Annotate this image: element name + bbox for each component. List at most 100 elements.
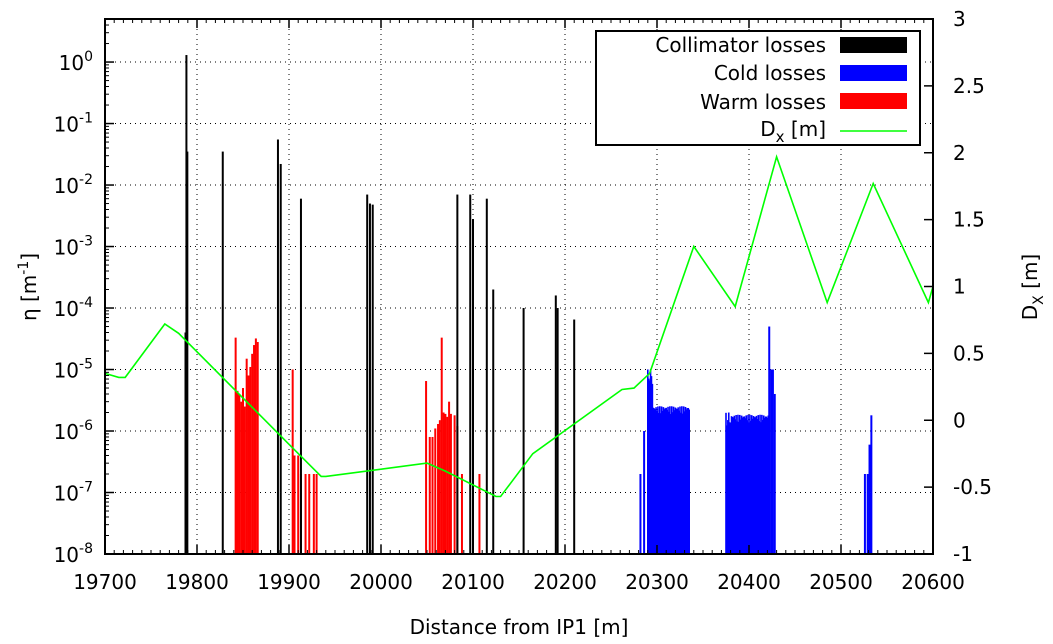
y-tick-label: 10-4 [54,295,94,321]
x-tick-label: 19900 [257,570,321,594]
loss-bar [291,369,294,554]
legend-label-warm: Warm losses [700,90,826,114]
loss-bar [442,412,445,554]
loss-bar [670,414,672,554]
loss-bar [425,381,428,554]
loss-bar [750,420,752,554]
loss-bar [752,415,755,554]
loss-bar [671,412,674,554]
loss-bar [736,421,738,554]
loss-bar [652,407,655,554]
loss-bar [870,415,873,554]
loss-bar [449,413,452,554]
loss-bar [754,417,757,554]
loss-bar [866,473,869,554]
loss-bar [768,326,771,554]
loss-bar [293,455,296,554]
x-axis-label: Distance from IP1 [m] [410,615,629,639]
y2-tick-label: 0 [953,408,966,432]
y-tick-label: 10-8 [54,541,93,567]
loss-bar [256,342,259,554]
loss-bar [761,414,763,554]
loss-bar [746,420,748,554]
dispersion-line [104,154,934,498]
loss-bar [656,410,658,554]
y2-tick-label: -0.5 [953,475,992,499]
loss-bar [456,194,459,554]
loss-bar [573,319,576,554]
loss-bar [243,406,246,554]
loss-bar [472,219,474,555]
loss-bar [279,163,282,554]
loss-bar [662,407,665,554]
loss-bar [737,414,739,554]
loss-bar [672,406,675,554]
loss-bar [428,436,431,554]
y2-tick-label: 1 [953,275,966,299]
loss-bar [771,369,774,554]
loss-bar [665,407,667,554]
loss-bar [297,455,300,554]
y-tick-label: 10-7 [54,480,93,506]
loss-bar [753,417,756,554]
loss-bar [863,473,866,554]
loss-bar [730,416,733,554]
loss-bar [659,413,662,554]
loss-bar [681,413,684,554]
loss-bar [254,338,257,554]
loss-bar [868,444,871,554]
loss-bar [760,422,762,554]
loss-bar [745,415,748,554]
loss-bar [446,416,449,554]
loss-bar [738,421,740,554]
loss-bar [684,406,687,554]
loss-bar [677,407,679,554]
loss-bar [554,295,557,554]
loss-bar [742,416,745,554]
cold-loss-bars [639,326,873,554]
x-tick-label: 20000 [349,570,413,594]
y-tick-label: 10-5 [54,357,93,383]
loss-bar [739,419,742,554]
loss-bar [682,406,685,554]
loss-bar [366,194,369,554]
warm-loss-bars [234,337,481,554]
loss-bar [276,139,279,554]
loss-bar [438,420,441,554]
x-tick-label: 19700 [73,570,137,594]
legend: Collimator losses Cold losses Warm losse… [595,30,921,146]
loss-bar [741,417,744,554]
loss-bar [448,401,451,554]
loss-bar [729,422,732,554]
loss-bar [763,418,766,554]
loss-bar [664,408,667,554]
loss-bar [733,415,736,554]
loss-bar [312,473,315,554]
loss-bar [669,406,671,554]
loss-bar [734,419,736,554]
loss-bar [431,436,434,554]
loss-bar [661,411,664,554]
y-tick-label: 100 [59,49,93,75]
loss-bar [308,473,311,554]
loss-bar [726,425,728,554]
y2-tick-label: 3 [953,7,966,31]
loss-bar [681,406,683,554]
loss-bar [654,409,656,554]
legend-label-cold: Cold losses [714,61,826,85]
loss-bar [253,345,256,554]
loss-bar [660,406,663,554]
loss-bar [770,369,773,554]
y2-tick-label: 2 [953,141,966,165]
loss-bar [249,366,252,554]
loss-bar [247,375,250,554]
loss-bar [240,401,243,554]
loss-bar [688,409,690,554]
legend-label-dx: Dx [m] [760,117,826,146]
loss-bar [522,308,525,554]
x-tick-label: 20100 [441,570,505,594]
loss-bar [676,408,679,554]
loss-bar [749,414,751,554]
loss-bar [725,412,727,554]
legend-swatch-collimator [840,37,907,53]
